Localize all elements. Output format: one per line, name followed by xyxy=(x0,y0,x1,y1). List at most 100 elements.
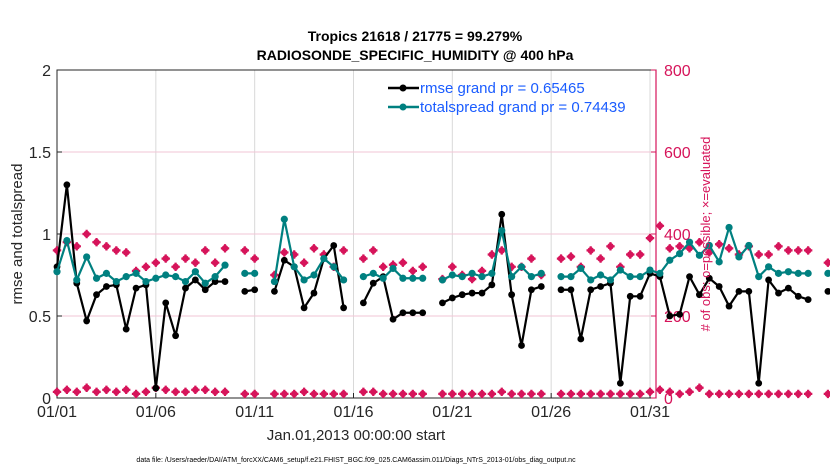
obs-possible-point xyxy=(448,262,457,271)
obs-possible-dot xyxy=(83,230,90,238)
obs-possible-point xyxy=(724,244,734,253)
totalspread-point xyxy=(784,268,792,276)
totalspread-point xyxy=(201,279,209,287)
obs-possible-dot xyxy=(557,255,565,262)
obs-evaluated-point xyxy=(319,389,329,399)
obs-evaluated-dot xyxy=(636,390,644,398)
obs-possible-dot xyxy=(251,255,258,262)
obs-evaluated-point xyxy=(487,389,497,399)
rmse-point xyxy=(735,288,743,295)
rmse-point xyxy=(63,181,71,189)
totalspread-point xyxy=(577,264,585,273)
totalspread-point xyxy=(755,273,763,281)
obs-evaluated-point xyxy=(734,389,744,399)
rmse-point xyxy=(211,278,219,285)
obs-evaluated-dot xyxy=(221,388,229,396)
obs-evaluated-dot xyxy=(597,390,604,398)
totalspread-point xyxy=(369,269,377,277)
obs-evaluated-point xyxy=(280,389,289,399)
rmse-point xyxy=(448,294,456,302)
obs-evaluated-point xyxy=(606,389,615,399)
obs-possible-dot xyxy=(478,267,486,275)
obs-evaluated-point xyxy=(62,385,72,394)
totalspread-point xyxy=(399,274,407,282)
obs-evaluated-dot xyxy=(271,390,278,398)
obs-evaluated-point xyxy=(378,389,388,399)
rmse-point xyxy=(132,284,140,292)
totalspread-point xyxy=(458,273,466,281)
obs-evaluated-dot xyxy=(93,388,100,396)
totalspread-point xyxy=(162,271,170,279)
obs-evaluated-point xyxy=(774,389,783,399)
totalspread-point xyxy=(468,269,476,277)
x-axis-label: Jan.01,2013 00:00:00 start xyxy=(267,427,446,444)
obs-evaluated-point xyxy=(635,389,645,399)
obs-evaluated-point xyxy=(210,387,220,397)
obs-possible-point xyxy=(606,242,615,251)
totalspread-point xyxy=(676,250,684,258)
obs-evaluated-dot xyxy=(577,390,585,398)
obs-evaluated-dot xyxy=(192,386,199,394)
rmse-point xyxy=(765,276,772,284)
y-tick-label: 2 xyxy=(42,63,51,80)
obs-possible-point xyxy=(339,246,348,255)
rmse-line xyxy=(55,184,226,389)
rmse-point xyxy=(300,304,308,312)
obs-evaluated-dot xyxy=(330,390,338,398)
obs-evaluated-dot xyxy=(508,390,515,398)
totalspread-point xyxy=(587,276,595,284)
obs-evaluated-dot xyxy=(360,388,367,396)
obs-possible-point xyxy=(497,246,506,255)
obs-evaluated-dot xyxy=(706,390,713,398)
obs-possible-dot xyxy=(310,245,318,252)
obs-possible-dot xyxy=(686,245,693,252)
obs-possible-point xyxy=(695,238,704,247)
obs-evaluated-point xyxy=(695,383,704,392)
obs-possible-point xyxy=(181,254,190,263)
obs-possible-point xyxy=(418,262,427,271)
obs-possible-point xyxy=(714,240,724,249)
totalspread-point xyxy=(695,251,704,259)
obs-evaluated-point xyxy=(665,387,674,397)
rmse-point xyxy=(616,379,624,387)
obs-evaluated-point xyxy=(467,389,477,399)
obs-evaluated-point xyxy=(171,387,180,397)
obs-evaluated-dot xyxy=(281,390,288,398)
obs-evaluated-dot xyxy=(696,384,703,392)
totalspread-point xyxy=(715,258,723,266)
rmse-point xyxy=(389,315,397,323)
obs-possible-point xyxy=(408,266,417,276)
obs-evaluated-dot xyxy=(804,390,812,398)
obs-evaluated-dot xyxy=(735,390,743,398)
rmse-point xyxy=(419,309,427,317)
obs-evaluated-dot xyxy=(745,390,753,398)
rmse-point xyxy=(93,291,100,299)
totalspread-point xyxy=(666,256,674,264)
totalspread-point xyxy=(73,276,81,284)
obs-evaluated-dot xyxy=(340,390,347,398)
obs-possible-dot xyxy=(93,238,100,246)
obs-possible-point xyxy=(675,242,684,251)
obs-possible-dot xyxy=(794,247,802,254)
rmse-point xyxy=(676,310,684,318)
obs-evaluated-point xyxy=(131,389,141,399)
rmse-point xyxy=(458,291,466,299)
obs-possible-dot xyxy=(241,247,249,254)
y-tick-label: 0.5 xyxy=(29,309,51,326)
obs-evaluated-dot xyxy=(765,390,772,398)
x-tick-label: 01/16 xyxy=(333,404,373,421)
obs-evaluated-point xyxy=(537,389,546,399)
obs-evaluated-point xyxy=(438,389,447,399)
obs-evaluated-point xyxy=(191,385,200,394)
totalspread-point xyxy=(300,276,308,284)
obs-possible-point xyxy=(112,246,121,255)
obs-possible-dot xyxy=(142,263,150,271)
obs-possible-dot xyxy=(775,243,782,250)
obs-evaluated-dot xyxy=(488,390,496,398)
totalspread-point xyxy=(379,274,387,282)
totalspread-point xyxy=(517,263,526,271)
obs-evaluated-dot xyxy=(419,390,426,398)
rmse-point xyxy=(191,276,199,284)
obs-possible-dot xyxy=(528,255,535,262)
